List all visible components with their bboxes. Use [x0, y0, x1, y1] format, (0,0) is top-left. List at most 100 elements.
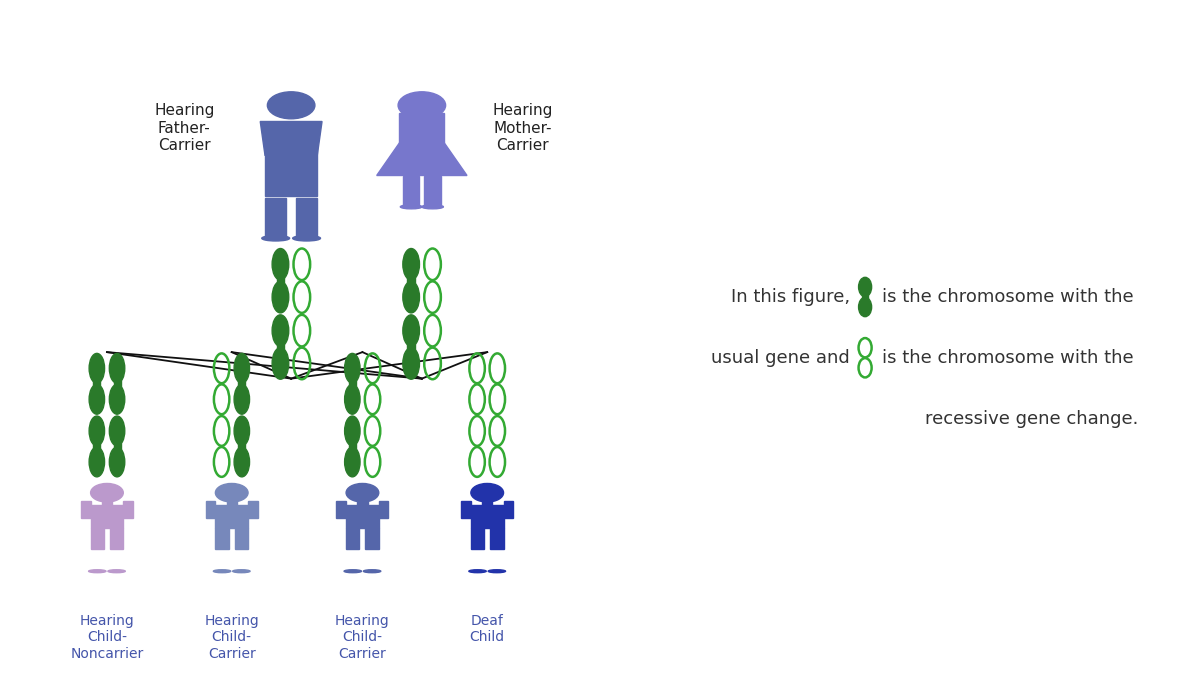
- Ellipse shape: [858, 277, 871, 296]
- Bar: [346, 528, 360, 549]
- Bar: [114, 380, 120, 387]
- Ellipse shape: [403, 348, 420, 379]
- Bar: [461, 501, 470, 518]
- Bar: [403, 176, 420, 205]
- Bar: [277, 344, 284, 351]
- Polygon shape: [377, 143, 467, 176]
- Ellipse shape: [425, 95, 433, 110]
- Ellipse shape: [344, 354, 360, 383]
- Bar: [239, 380, 245, 387]
- Ellipse shape: [89, 384, 104, 414]
- Ellipse shape: [403, 315, 420, 346]
- Ellipse shape: [403, 248, 420, 280]
- Ellipse shape: [403, 281, 420, 313]
- Bar: [408, 344, 415, 351]
- Bar: [400, 113, 444, 143]
- Ellipse shape: [89, 570, 106, 572]
- Bar: [215, 528, 229, 549]
- Text: recessive gene change.: recessive gene change.: [925, 410, 1139, 427]
- Bar: [470, 528, 485, 549]
- Bar: [379, 501, 389, 518]
- Bar: [110, 528, 124, 549]
- Bar: [205, 501, 215, 518]
- Ellipse shape: [401, 205, 422, 209]
- Bar: [102, 496, 112, 505]
- Ellipse shape: [234, 416, 250, 446]
- Text: Hearing
Mother-
Carrier: Hearing Mother- Carrier: [493, 103, 553, 153]
- Ellipse shape: [344, 570, 361, 572]
- Ellipse shape: [293, 236, 320, 241]
- Bar: [91, 528, 104, 549]
- Bar: [336, 501, 346, 518]
- Ellipse shape: [402, 96, 414, 115]
- Ellipse shape: [488, 570, 505, 572]
- Circle shape: [398, 92, 445, 119]
- Text: Hearing
Child-
Carrier: Hearing Child- Carrier: [335, 614, 390, 661]
- Ellipse shape: [272, 281, 289, 313]
- Polygon shape: [260, 122, 322, 155]
- Ellipse shape: [272, 248, 289, 280]
- Ellipse shape: [89, 416, 104, 446]
- Text: Deaf
Child: Deaf Child: [469, 614, 505, 645]
- Bar: [227, 496, 236, 505]
- Ellipse shape: [234, 354, 250, 383]
- Bar: [80, 501, 91, 518]
- Bar: [265, 198, 287, 236]
- Ellipse shape: [344, 384, 360, 414]
- Text: usual gene and: usual gene and: [710, 349, 850, 367]
- Ellipse shape: [89, 354, 104, 383]
- Bar: [408, 277, 415, 284]
- Ellipse shape: [109, 354, 125, 383]
- Ellipse shape: [364, 570, 380, 572]
- Ellipse shape: [89, 447, 104, 477]
- Text: Hearing
Child-
Noncarrier: Hearing Child- Noncarrier: [71, 614, 144, 661]
- Ellipse shape: [214, 570, 230, 572]
- Ellipse shape: [858, 298, 871, 317]
- Text: Hearing
Child-
Carrier: Hearing Child- Carrier: [204, 614, 259, 661]
- Bar: [349, 380, 356, 387]
- Ellipse shape: [234, 384, 250, 414]
- Ellipse shape: [109, 384, 125, 414]
- Ellipse shape: [234, 447, 250, 477]
- Ellipse shape: [109, 416, 125, 446]
- Ellipse shape: [272, 315, 289, 346]
- Bar: [346, 505, 379, 528]
- Bar: [215, 505, 248, 528]
- Circle shape: [470, 483, 504, 502]
- Bar: [349, 443, 356, 450]
- Circle shape: [346, 483, 379, 502]
- Text: In this figure,: In this figure,: [731, 288, 850, 306]
- Ellipse shape: [272, 348, 289, 379]
- Circle shape: [91, 483, 124, 502]
- Bar: [94, 443, 101, 450]
- Bar: [358, 496, 367, 505]
- Bar: [124, 501, 133, 518]
- Bar: [94, 380, 101, 387]
- Bar: [235, 528, 248, 549]
- Bar: [296, 198, 317, 236]
- Bar: [425, 176, 440, 205]
- Text: is the chromosome with the: is the chromosome with the: [882, 288, 1133, 306]
- Ellipse shape: [344, 447, 360, 477]
- Ellipse shape: [421, 205, 443, 209]
- Bar: [366, 528, 379, 549]
- Bar: [265, 147, 317, 196]
- Bar: [277, 277, 284, 284]
- Circle shape: [215, 483, 248, 502]
- Ellipse shape: [262, 236, 289, 241]
- Bar: [862, 295, 868, 299]
- Ellipse shape: [108, 570, 125, 572]
- Bar: [504, 501, 514, 518]
- Bar: [239, 443, 245, 450]
- Circle shape: [268, 92, 314, 119]
- Bar: [114, 443, 120, 450]
- Ellipse shape: [233, 570, 250, 572]
- Bar: [248, 501, 258, 518]
- Text: is the chromosome with the: is the chromosome with the: [882, 349, 1133, 367]
- Bar: [482, 496, 492, 505]
- Bar: [490, 528, 504, 549]
- Text: Hearing
Father-
Carrier: Hearing Father- Carrier: [154, 103, 215, 153]
- Ellipse shape: [469, 570, 486, 572]
- Ellipse shape: [109, 447, 125, 477]
- Ellipse shape: [344, 416, 360, 446]
